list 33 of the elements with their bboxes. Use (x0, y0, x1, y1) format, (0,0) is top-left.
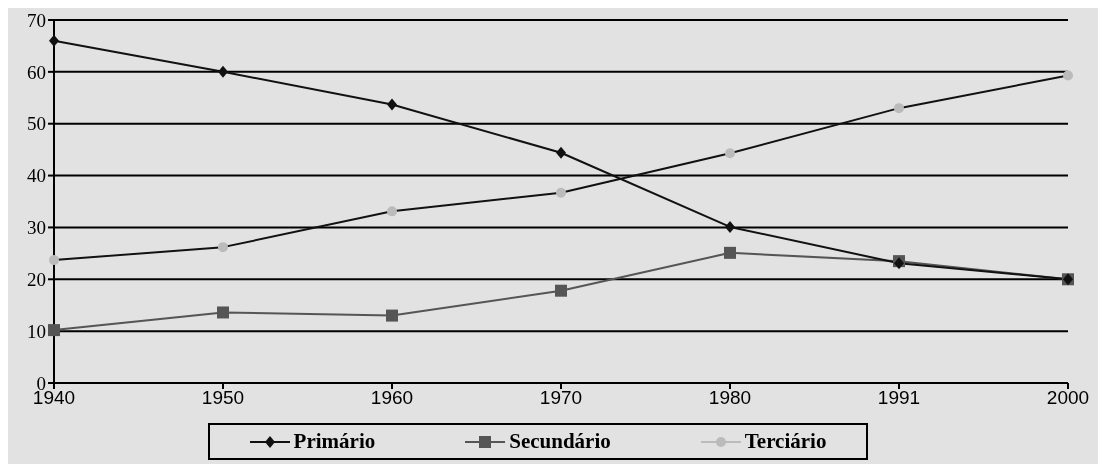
point (386, 309, 398, 322)
point (725, 220, 735, 233)
y-tick-label: 20 (27, 269, 46, 291)
x-tick-label: 1960 (370, 387, 414, 409)
point (725, 148, 735, 159)
legend-label: Secundário (508, 429, 611, 454)
x-tick-label: 1970 (539, 387, 583, 409)
point (1063, 70, 1073, 81)
y-tick-label: 60 (27, 61, 46, 83)
point (556, 146, 566, 159)
point (724, 246, 736, 259)
x-tick-label: 1991 (877, 387, 921, 409)
y-tick-label: 50 (27, 113, 46, 135)
x-tick-label: 2000 (1046, 387, 1090, 409)
point (217, 306, 229, 319)
point (49, 34, 59, 47)
point (556, 187, 566, 198)
point (387, 98, 397, 111)
x-tick-label: 1980 (708, 387, 752, 409)
legend-label: Primário (292, 429, 376, 454)
point (218, 65, 228, 78)
y-tick-label: 40 (27, 165, 46, 187)
point (218, 242, 228, 253)
point (555, 284, 567, 297)
point (387, 206, 397, 217)
point (48, 324, 60, 337)
y-tick-label: 10 (27, 320, 46, 342)
legend-label: Terciário (743, 429, 827, 454)
x-tick-label: 1950 (201, 387, 245, 409)
point (49, 255, 59, 266)
y-tick-label: 30 (27, 217, 46, 239)
point (894, 103, 904, 114)
y-tick-label: 70 (27, 9, 46, 31)
